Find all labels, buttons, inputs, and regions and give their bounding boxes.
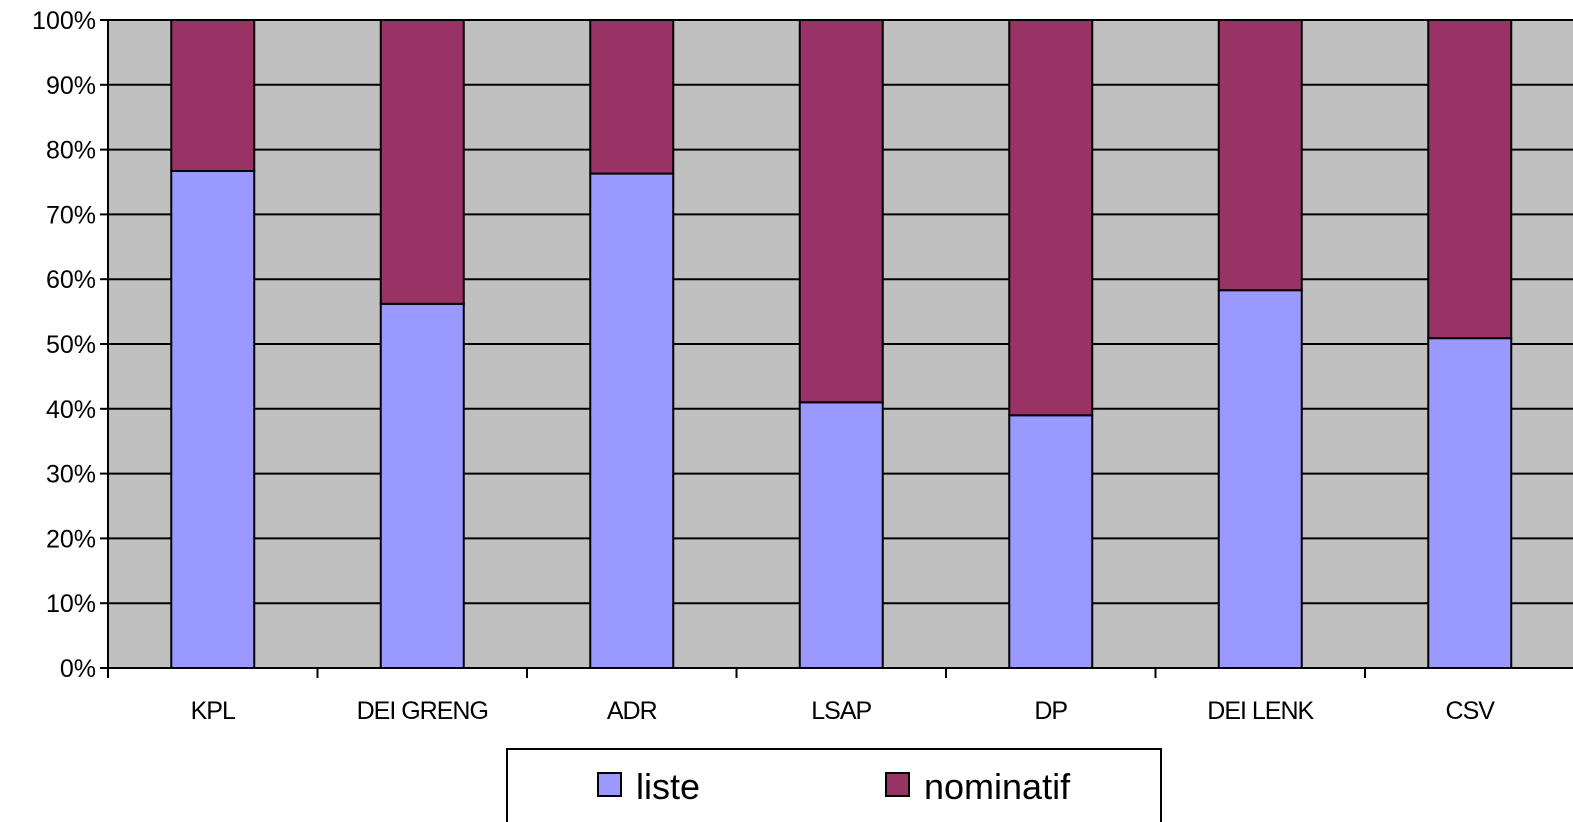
bar-nominatif-dei-lenk xyxy=(1217,19,1303,292)
x-tick-label: DEI LENK xyxy=(1207,697,1314,725)
y-axis-tick-labels: 0% 10% 20% 30% 40% 50% 60% 70% 80% 90% 100% xyxy=(32,7,96,683)
y-tick-label: 50% xyxy=(46,331,96,359)
x-tick-label: DEI GRENG xyxy=(357,697,488,725)
bar-nominatif-dp xyxy=(1008,19,1094,417)
bar-nominatif-kpl xyxy=(170,19,256,172)
y-tick-label: 10% xyxy=(46,590,96,618)
bar-nominatif-dei-greng xyxy=(379,19,465,305)
x-tick-label: ADR xyxy=(607,697,657,725)
x-tick-label: CSV xyxy=(1446,697,1496,725)
y-tick-label: 40% xyxy=(46,396,96,424)
bar-nominatif-csv xyxy=(1427,19,1513,340)
bar-liste-adr xyxy=(589,172,675,670)
y-tick-label: 0% xyxy=(60,655,96,683)
bar-liste-dei-lenk xyxy=(1217,289,1303,669)
x-axis-tick-labels: KPL DEI GRENG ADR LSAP DP DEI LENK CSV xyxy=(191,697,1497,725)
bar-liste-dp xyxy=(1008,414,1094,669)
legend-label-nominatif: nominatif xyxy=(924,766,1071,807)
y-tick-label: 60% xyxy=(46,266,96,294)
bar-liste-dei-greng xyxy=(379,302,465,669)
bar-liste-lsap xyxy=(798,401,884,669)
bar-nominatif-lsap xyxy=(798,19,884,404)
legend-swatch-liste xyxy=(597,772,622,797)
y-tick-label: 70% xyxy=(46,201,96,229)
bar-liste-kpl xyxy=(170,169,256,669)
x-tick-label: LSAP xyxy=(811,697,871,725)
x-tick-label: KPL xyxy=(191,697,236,725)
x-tick-label: DP xyxy=(1034,697,1067,725)
y-tick-label: 90% xyxy=(46,72,96,100)
legend-swatch-nominatif xyxy=(885,772,910,797)
legend-label-liste: liste xyxy=(636,766,700,807)
y-tick-label: 80% xyxy=(46,137,96,165)
axes xyxy=(100,19,1573,678)
legend: liste nominatif xyxy=(506,748,1162,822)
bar-liste-csv xyxy=(1427,337,1513,669)
bar-nominatif-adr xyxy=(589,19,675,175)
y-tick-label: 100% xyxy=(32,7,96,35)
bars xyxy=(170,19,1513,670)
y-tick-label: 20% xyxy=(46,525,96,553)
y-tick-label: 30% xyxy=(46,461,96,489)
